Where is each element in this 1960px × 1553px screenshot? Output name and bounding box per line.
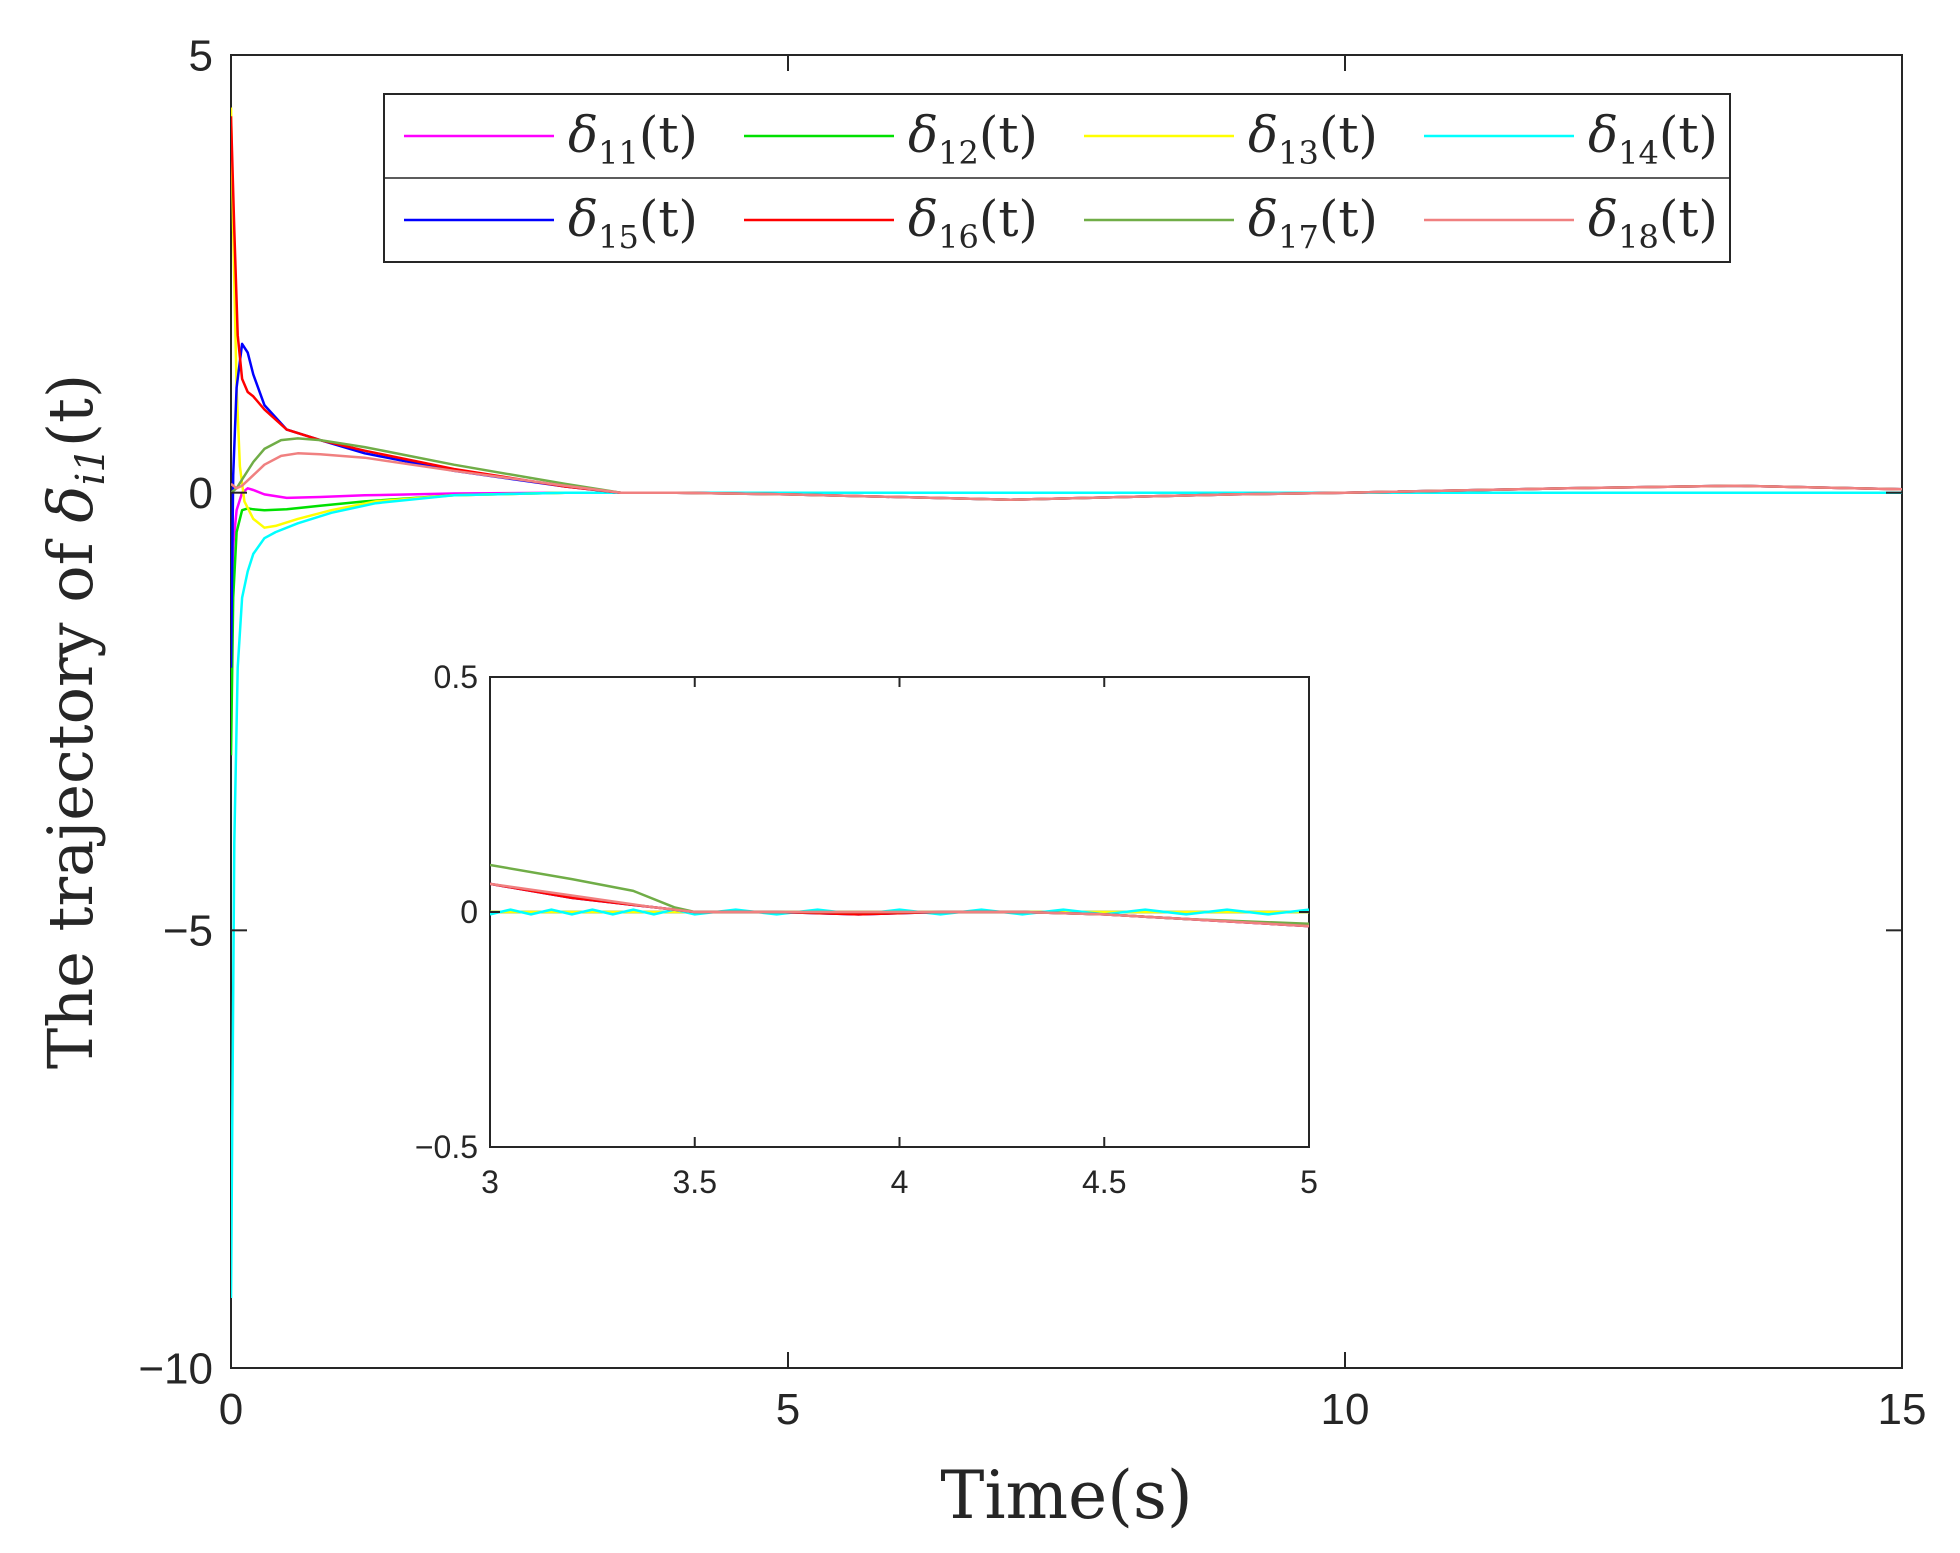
legend-entry: δ17(t) <box>1084 190 1378 256</box>
inset-x-tick-label: 3 <box>481 1164 499 1200</box>
legend-entry: δ15(t) <box>404 190 698 256</box>
legend-entry: δ14(t) <box>1424 106 1718 172</box>
main-x-tick-label: 0 <box>219 1385 243 1434</box>
inset-series-group <box>490 863 1309 928</box>
main-series-line-8 <box>231 452 1902 501</box>
main-x-tick-label: 5 <box>776 1385 800 1434</box>
legend-label: δ16(t) <box>908 190 1038 256</box>
y-axis-label-prefix: The trajectory of <box>34 523 107 1069</box>
inset-y-tick-label: −0.5 <box>415 1129 478 1165</box>
legend-label: δ14(t) <box>1588 106 1718 172</box>
inset-y-tick-label: 0 <box>460 894 478 930</box>
legend-label: δ17(t) <box>1248 190 1378 256</box>
legend-items: δ11(t) δ12(t) δ13(t) δ14(t) δ15(t) δ16(t) δ17(… <box>404 106 1718 256</box>
legend-entry: δ11(t) <box>404 106 698 172</box>
legend-label: δ18(t) <box>1588 190 1718 256</box>
main-x-ticks: 0 5 10 15 <box>219 55 1927 1434</box>
legend-label: δ11(t) <box>568 106 698 172</box>
y-axis-label-subscript: i1 <box>68 447 114 485</box>
y-axis-label: The trajectory of δi1(t) <box>34 374 114 1069</box>
legend: δ11(t) δ12(t) δ13(t) δ14(t) δ15(t) δ16(t) δ17(… <box>383 93 1731 263</box>
y-axis-label-symbol: δ <box>34 485 107 522</box>
main-y-tick-label: −10 <box>138 1344 213 1393</box>
main-y-tick-label: 0 <box>189 469 213 518</box>
inset-y-tick-label: 0.5 <box>434 659 478 695</box>
main-y-tick-label: 5 <box>189 31 213 80</box>
main-y-tick-label: −5 <box>163 907 213 956</box>
inset-axes: 3 3.5 4 4.5 5 −0.5 0 0.5 <box>415 659 1318 1200</box>
main-y-ticks: −10 −5 0 5 <box>138 31 1902 1393</box>
legend-label: δ12(t) <box>908 106 1038 172</box>
legend-entry: δ12(t) <box>744 106 1038 172</box>
inset-series-line-8 <box>490 882 1309 928</box>
legend-entry: δ13(t) <box>1084 106 1378 172</box>
legend-entry: δ16(t) <box>744 190 1038 256</box>
x-axis-label: Time(s) <box>940 1457 1192 1534</box>
inset-y-ticks: −0.5 0 0.5 <box>415 659 1309 1165</box>
inset-x-tick-label: 4.5 <box>1082 1164 1126 1200</box>
legend-label: δ13(t) <box>1248 106 1378 172</box>
legend-label: δ15(t) <box>568 190 698 256</box>
main-x-tick-label: 15 <box>1878 1385 1927 1434</box>
inset-x-tick-label: 5 <box>1300 1164 1318 1200</box>
inset-x-tick-label: 3.5 <box>673 1164 717 1200</box>
legend-entry: δ18(t) <box>1424 190 1718 256</box>
inset-x-ticks: 3 3.5 4 4.5 5 <box>481 677 1318 1200</box>
main-x-tick-label: 10 <box>1321 1385 1370 1434</box>
inset-x-tick-label: 4 <box>891 1164 909 1200</box>
main-series-group <box>231 107 1902 1299</box>
y-axis-label-suffix: (t) <box>34 374 107 447</box>
